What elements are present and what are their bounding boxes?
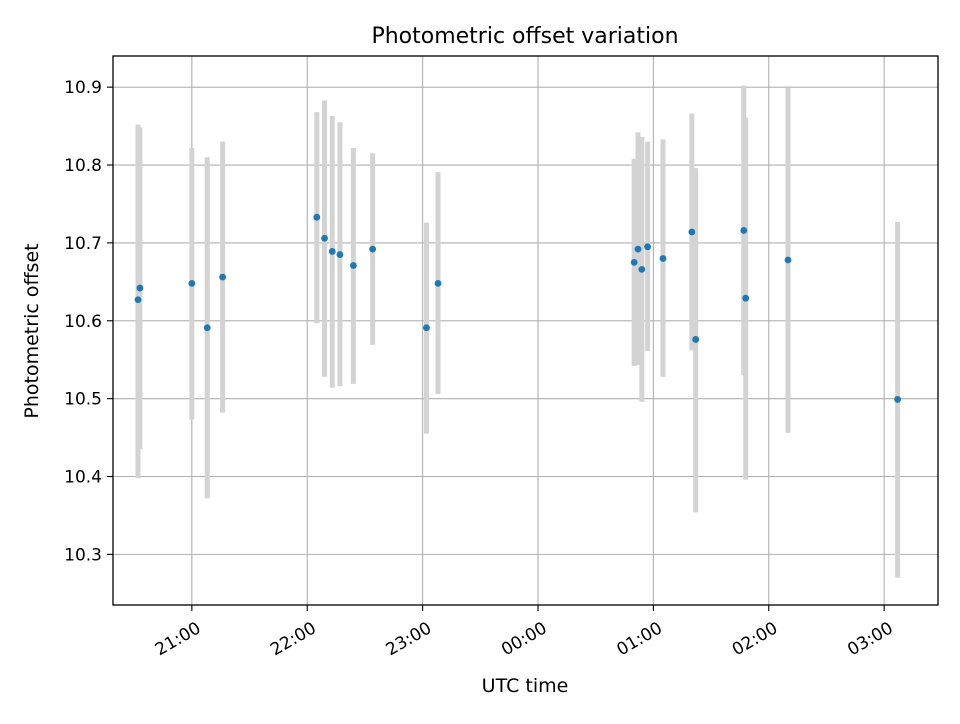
- data-point: [740, 227, 748, 234]
- data-point: [219, 273, 227, 281]
- data-point: [688, 228, 696, 236]
- data-point: [134, 296, 142, 304]
- x-axis-label: UTC time: [482, 675, 569, 697]
- data-point: [203, 324, 211, 332]
- y-tick-label: 10.4: [64, 468, 102, 488]
- data-point: [742, 294, 750, 302]
- data-point: [634, 245, 642, 253]
- data-point: [336, 251, 344, 258]
- data-point: [638, 265, 646, 273]
- data-point: [630, 258, 638, 266]
- chart-title: Photometric offset variation: [371, 24, 678, 49]
- y-tick-label: 10.5: [64, 390, 102, 410]
- grid-layer: [113, 56, 938, 605]
- data-point: [784, 256, 792, 264]
- data-point: [434, 279, 442, 287]
- plot-frame: [112, 55, 939, 606]
- y-tick-label: 10.7: [64, 234, 102, 254]
- y-tick-label: 10.3: [64, 545, 102, 565]
- data-point: [369, 245, 377, 253]
- y-tick-label: 10.8: [64, 156, 102, 176]
- data-point: [328, 248, 336, 255]
- y-axis-label: Photometric offset: [21, 243, 43, 418]
- data-point: [894, 396, 902, 403]
- data-point: [188, 279, 196, 287]
- y-tick-label: 10.9: [64, 78, 102, 98]
- data-point: [423, 324, 430, 332]
- y-tick-label: 10.6: [64, 312, 102, 332]
- data-point: [313, 213, 321, 221]
- data-point: [659, 255, 667, 262]
- data-point: [349, 262, 357, 269]
- data-point: [692, 336, 700, 343]
- data-point: [136, 284, 144, 292]
- data-point: [321, 234, 328, 242]
- point-layer: [134, 213, 902, 403]
- data-point: [644, 243, 652, 251]
